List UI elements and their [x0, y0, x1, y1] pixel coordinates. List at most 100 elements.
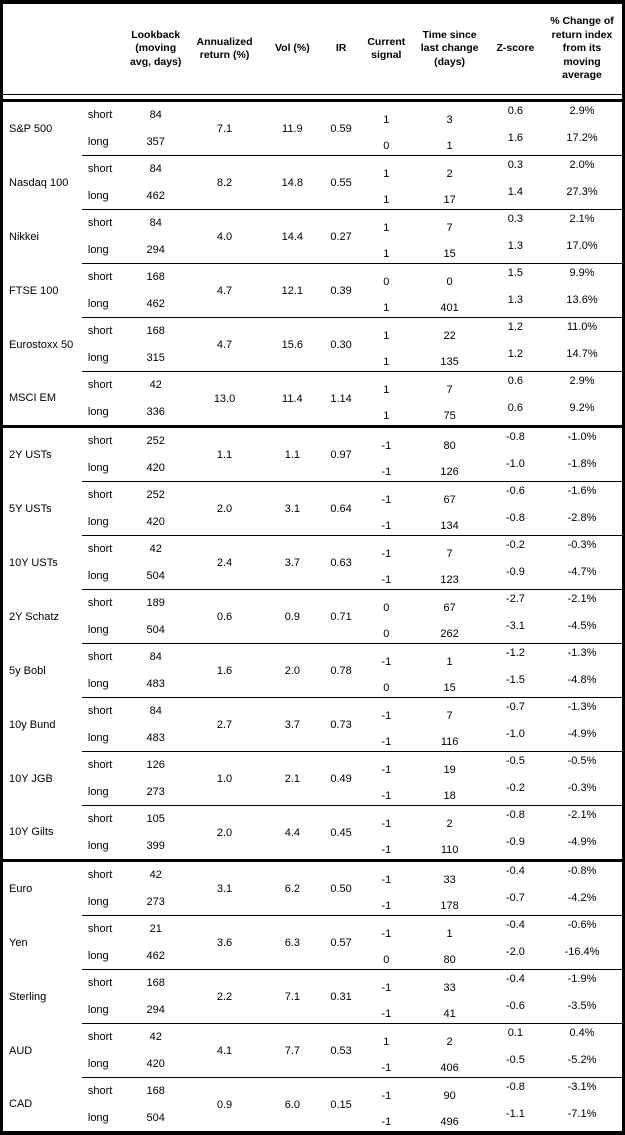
ir-value: 0.39: [319, 263, 363, 318]
zscore-value: 1.3: [488, 290, 543, 318]
zscore-value: -0.7: [505, 701, 525, 713]
signal-value: -1: [362, 724, 411, 752]
vol-value: 2.1: [264, 751, 320, 806]
signal-value: 1: [362, 236, 411, 264]
lookback-value: 126: [146, 759, 165, 772]
lookback-value: 252: [146, 489, 165, 502]
table-row: long 420 -1 134 -0.8 -2.8%: [2, 508, 624, 536]
pct-change-value: -2.1%: [567, 809, 597, 821]
time-since-value: 18: [410, 778, 489, 806]
time-since-value: 67: [443, 493, 456, 506]
pct-change-value: -1.8%: [542, 454, 624, 482]
zscore-value: 0.6: [507, 105, 524, 117]
time-since-value: 496: [440, 1116, 459, 1128]
instrument-name: 10Y Gilts: [1, 805, 82, 862]
lookback-value: 399: [127, 832, 185, 862]
lookback-value: 294: [127, 236, 185, 264]
time-since-value: 75: [410, 398, 489, 428]
signal-value: -1: [381, 1089, 392, 1102]
lookback-value: 252: [146, 435, 165, 448]
pct-change-value: -3.5%: [542, 996, 624, 1024]
pct-change-value: 0.4%: [569, 1027, 595, 1039]
col-header-lookback: Lookback (moving avg, days): [127, 2, 185, 95]
time-since-value: 401: [410, 290, 489, 318]
col-header-vol: Vol (%): [264, 2, 320, 95]
time-since-value: 123: [410, 562, 489, 590]
horizon-label: long: [81, 454, 128, 482]
zscore-value: -3.1: [488, 616, 543, 644]
zscore-value: -0.2: [488, 778, 543, 806]
table-row: S&P 500 short 84 7.1 11.9 0.59 1 3 0.6 2.9%: [2, 100, 624, 156]
annualized-return-value: 2.7: [184, 697, 265, 752]
time-since-value: 3: [446, 113, 453, 126]
ir-value: 0.71: [319, 589, 363, 644]
signal-value: 1: [383, 221, 390, 234]
horizon-label: long: [81, 562, 128, 590]
table-row: Sterling short 168 2.2 7.1 0.31 -1 33 -0.4 -1.9%: [2, 969, 624, 1024]
ir-value: 0.73: [319, 697, 363, 752]
pct-change-value: -1.0%: [567, 431, 597, 443]
signal-value: 0: [362, 128, 411, 156]
table-row: MSCI EM short 42 13.0 11.4 1.14 1 7 0.6 2.9%: [1, 371, 624, 428]
horizon-label: long: [87, 1111, 109, 1124]
instrument-name: 10Y USTs: [9, 556, 58, 569]
instrument-name: 2Y Schatz: [9, 610, 59, 623]
vol-value: 3.1: [264, 481, 320, 536]
lookback-value: 420: [127, 454, 185, 482]
horizon-label: long: [81, 182, 128, 210]
instrument-name: 5Y USTs: [9, 502, 52, 515]
lookback-value: 168: [146, 1085, 165, 1098]
zscore-value: 1.6: [488, 128, 543, 156]
lookback-value: 462: [127, 182, 185, 210]
table-row: long 273 -1 18 -0.2 -0.3%: [2, 778, 624, 806]
horizon-label: long: [81, 942, 128, 970]
signal-value: -1: [362, 996, 411, 1024]
signal-value: -1: [362, 454, 411, 482]
col-header-ir: IR: [319, 2, 363, 95]
horizon-label: short: [87, 1085, 113, 1098]
pct-change-value: 9.2%: [542, 398, 624, 428]
table-row: long 462 1 401 1.3 13.6%: [2, 290, 624, 318]
signal-value: -1: [381, 547, 392, 560]
vol-value: 4.4: [264, 805, 320, 862]
vol-value: 1.1: [264, 426, 320, 482]
horizon-label: long: [81, 1050, 128, 1078]
zscore-value: -0.5: [505, 755, 525, 767]
signal-value: 0: [362, 942, 411, 970]
zscore-value: 0.6: [488, 398, 543, 428]
zscore-value: -1.1: [505, 1107, 525, 1120]
zscore-value: 0.1: [507, 1027, 524, 1039]
vol-value: 7.7: [264, 1023, 320, 1078]
signal-value: 0: [362, 616, 411, 644]
instrument-name: Eurostoxx 50: [9, 338, 74, 351]
signal-value: -1: [362, 832, 411, 862]
annualized-return-value: 3.1: [184, 860, 265, 916]
lookback-value: 42: [149, 1031, 162, 1044]
pct-change-value: 2.9%: [569, 375, 595, 387]
zscore-value: -0.4: [505, 973, 525, 985]
col-header-instrument: [1, 2, 82, 95]
annualized-return-value: 4.0: [184, 209, 265, 264]
table-row: 5Y USTs short 252 2.0 3.1 0.64 -1 67 -0.6 -1.6%: [2, 481, 624, 536]
instrument-name: FTSE 100: [9, 284, 59, 297]
annualized-return-value: 0.6: [184, 589, 265, 644]
lookback-value: 336: [127, 398, 185, 428]
col-header-pct_change: % Change of return index from its moving…: [542, 2, 624, 95]
signal-value: -1: [381, 1116, 392, 1128]
lookback-value: 84: [149, 705, 162, 718]
signal-value: -1: [362, 778, 411, 806]
ir-value: 0.49: [319, 751, 363, 806]
lookback-value: 168: [146, 271, 165, 284]
lookback-value: 420: [127, 1050, 185, 1078]
ir-value: 0.63: [319, 535, 363, 590]
horizon-label: long: [81, 996, 128, 1024]
pct-change-value: -16.4%: [542, 942, 624, 970]
horizon-label: short: [87, 217, 113, 230]
ir-value: 0.64: [319, 481, 363, 536]
time-since-value: 126: [410, 454, 489, 482]
lookback-value: 504: [127, 616, 185, 644]
time-since-value: 116: [410, 724, 489, 752]
table-row: Yen short 21 3.6 6.3 0.57 -1 1 -0.4 -0.6%: [2, 915, 624, 970]
zscore-value: 1.3: [488, 236, 543, 264]
col-header-zscore: Z-score: [488, 2, 543, 95]
